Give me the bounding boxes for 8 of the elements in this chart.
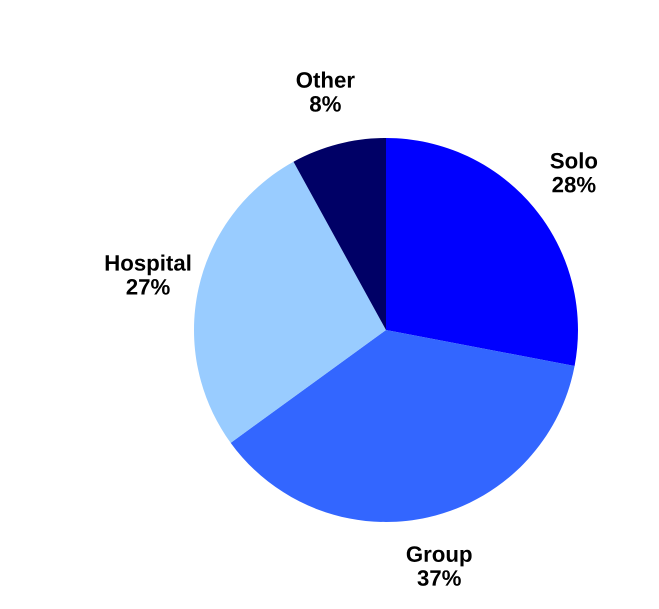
data-label: 8% (310, 96, 341, 112)
slice-label: Solo (550, 152, 598, 169)
data-label: 28% (552, 176, 596, 193)
data-label: 27% (126, 279, 170, 295)
slice-label: Group (406, 546, 472, 566)
slice-label: Hospital (106, 254, 190, 276)
slice-label: Other (296, 71, 355, 88)
data-label: 37% (417, 570, 461, 586)
